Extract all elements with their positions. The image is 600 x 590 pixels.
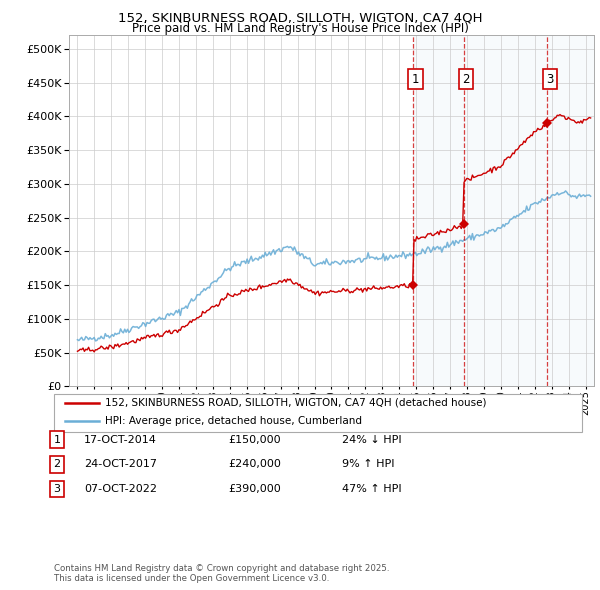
- Text: HPI: Average price, detached house, Cumberland: HPI: Average price, detached house, Cumb…: [105, 417, 362, 426]
- Text: 3: 3: [546, 73, 554, 86]
- Text: £240,000: £240,000: [228, 460, 281, 469]
- Text: 2: 2: [463, 73, 470, 86]
- Text: 152, SKINBURNESS ROAD, SILLOTH, WIGTON, CA7 4QH: 152, SKINBURNESS ROAD, SILLOTH, WIGTON, …: [118, 12, 482, 25]
- Bar: [464, 35, 547, 386]
- Text: Price paid vs. HM Land Registry's House Price Index (HPI): Price paid vs. HM Land Registry's House …: [131, 22, 469, 35]
- Bar: [547, 35, 594, 386]
- Text: 2: 2: [53, 460, 61, 469]
- Text: £390,000: £390,000: [228, 484, 281, 494]
- Text: 17-OCT-2014: 17-OCT-2014: [84, 435, 157, 444]
- Bar: [413, 35, 464, 386]
- Text: 24-OCT-2017: 24-OCT-2017: [84, 460, 157, 469]
- Text: 1: 1: [412, 73, 419, 86]
- Text: 1: 1: [53, 435, 61, 444]
- Text: 07-OCT-2022: 07-OCT-2022: [84, 484, 157, 494]
- Text: 24% ↓ HPI: 24% ↓ HPI: [342, 435, 401, 444]
- Text: £150,000: £150,000: [228, 435, 281, 444]
- Text: Contains HM Land Registry data © Crown copyright and database right 2025.
This d: Contains HM Land Registry data © Crown c…: [54, 563, 389, 583]
- Text: 3: 3: [53, 484, 61, 494]
- Text: 47% ↑ HPI: 47% ↑ HPI: [342, 484, 401, 494]
- Text: 152, SKINBURNESS ROAD, SILLOTH, WIGTON, CA7 4QH (detached house): 152, SKINBURNESS ROAD, SILLOTH, WIGTON, …: [105, 398, 487, 408]
- Text: 9% ↑ HPI: 9% ↑ HPI: [342, 460, 395, 469]
